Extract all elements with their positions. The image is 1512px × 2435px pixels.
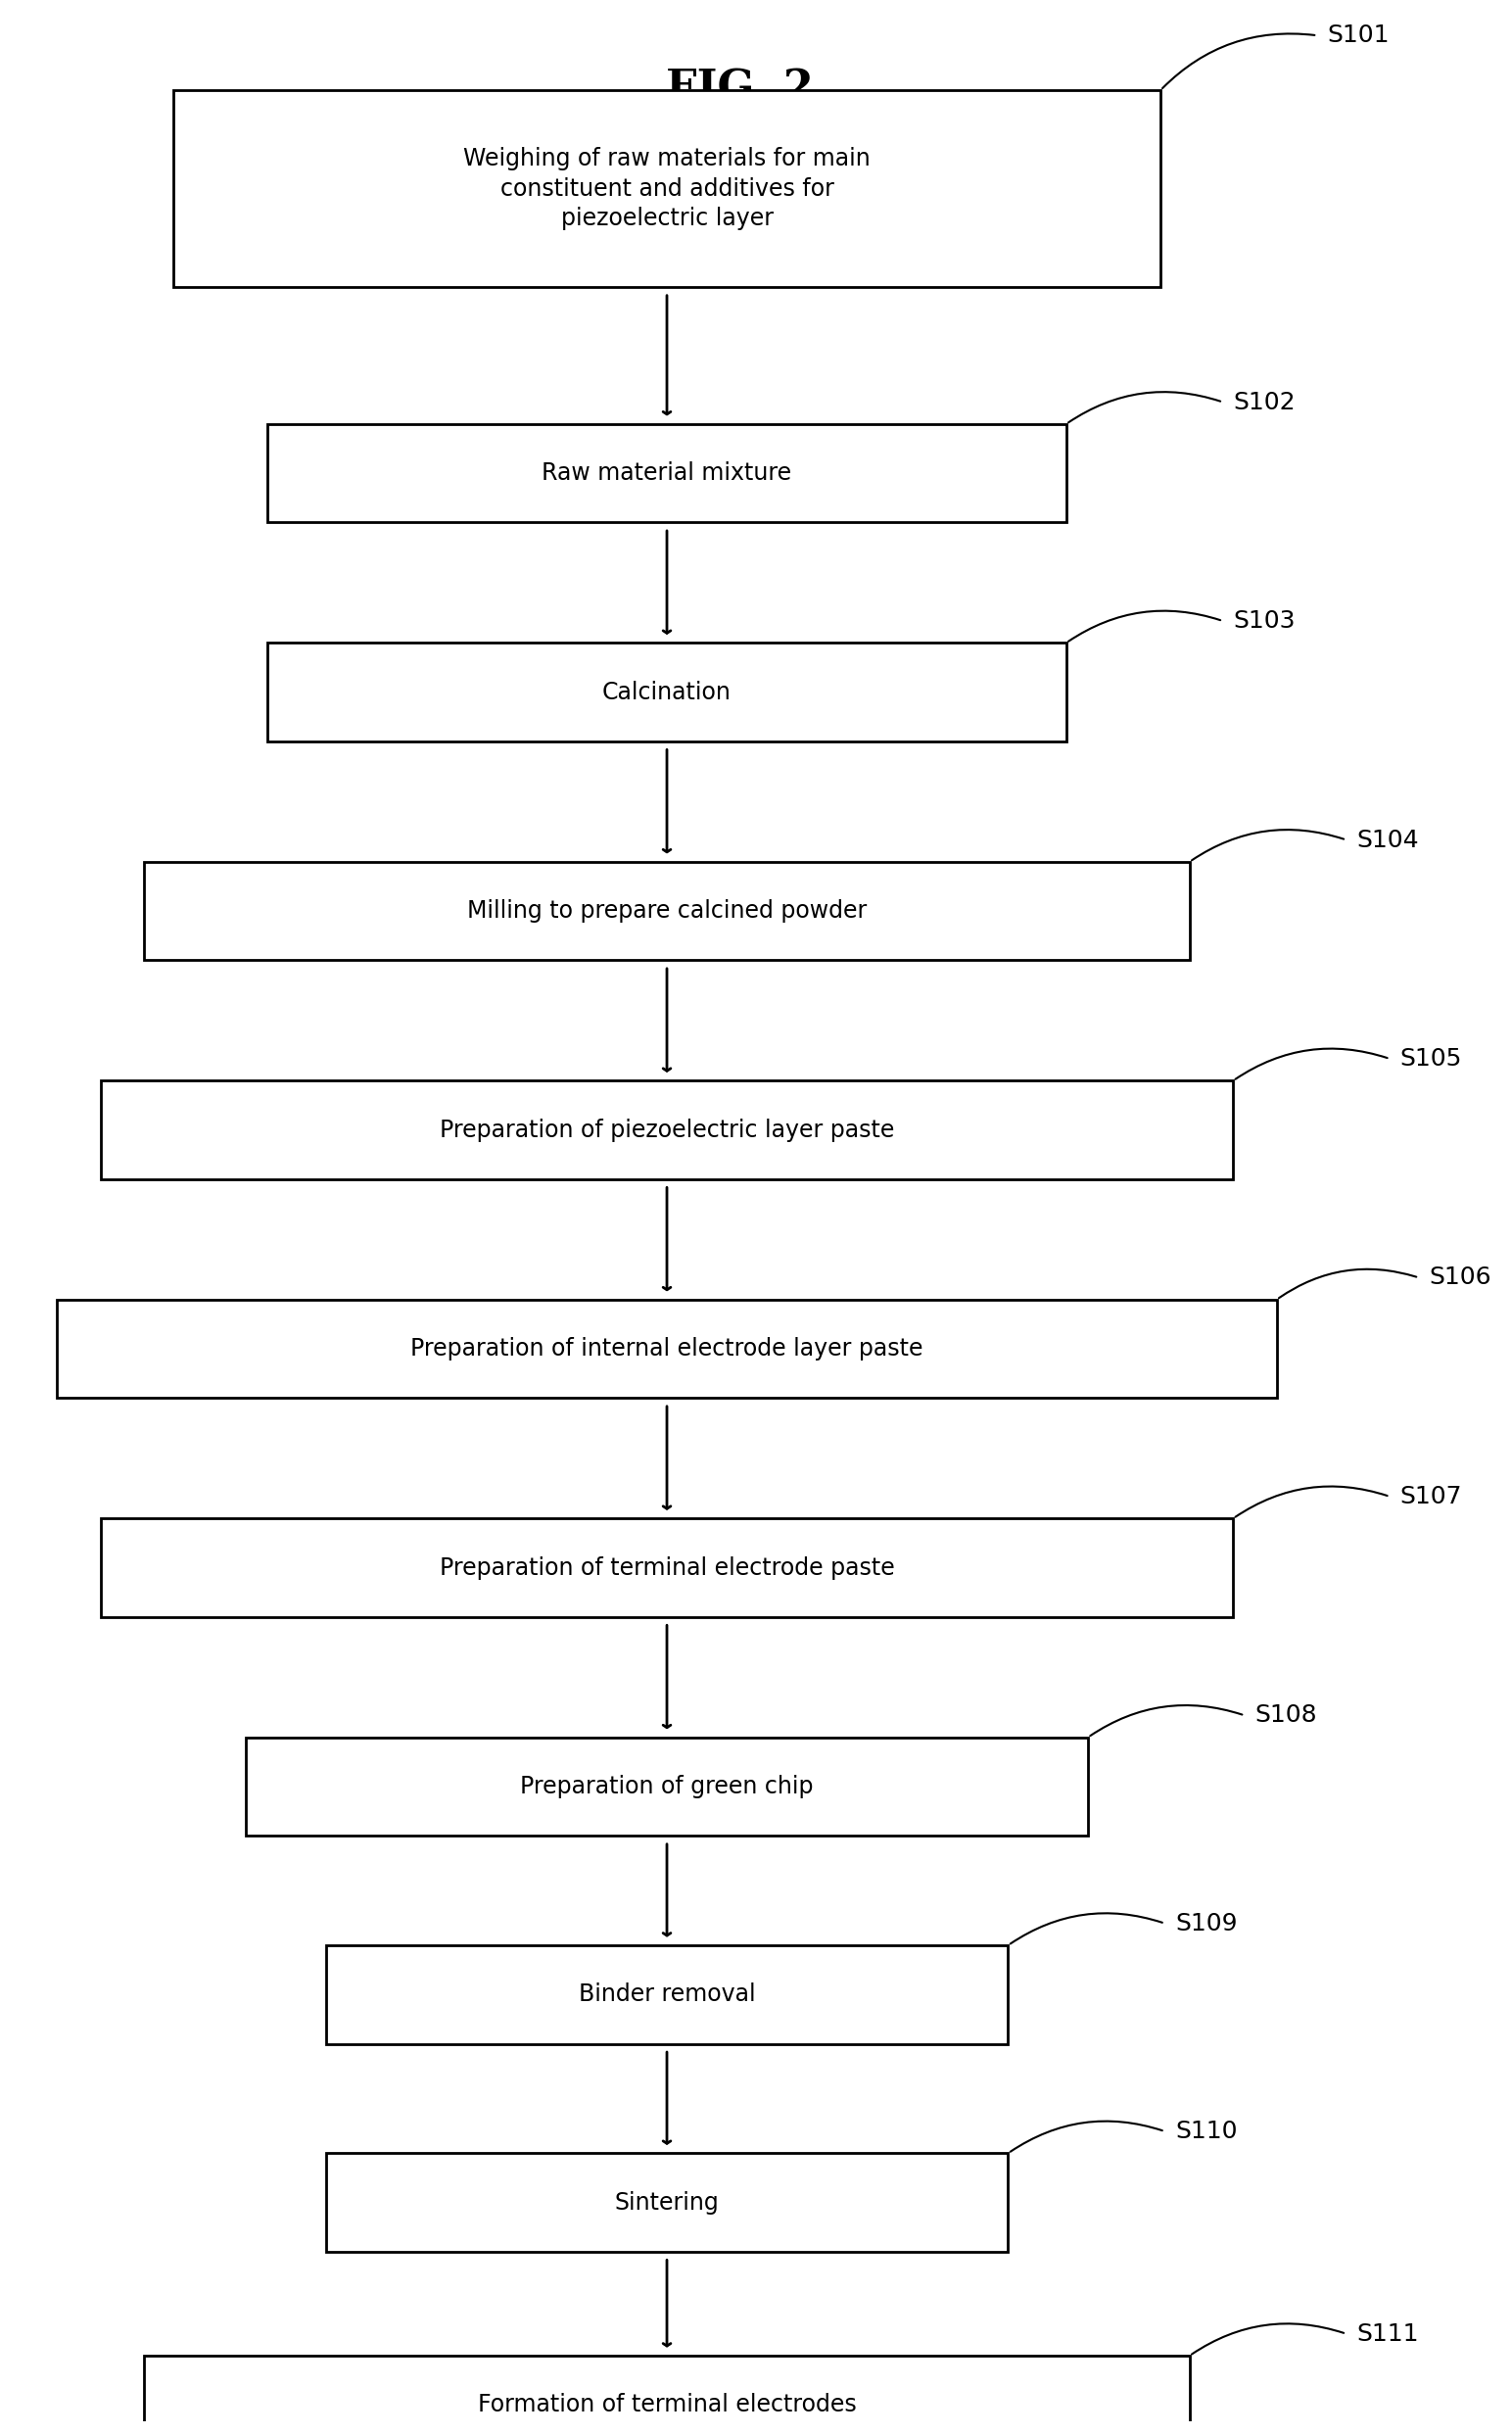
Text: S108: S108 <box>1255 1704 1317 1726</box>
Text: Sintering: Sintering <box>615 2192 720 2213</box>
Text: S111: S111 <box>1356 2323 1418 2345</box>
Text: Weighing of raw materials for main
constituent and additives for
piezoelectric l: Weighing of raw materials for main const… <box>463 146 871 231</box>
Bar <box>101 1519 1234 1617</box>
Text: Preparation of terminal electrode paste: Preparation of terminal electrode paste <box>440 1556 895 1580</box>
Bar <box>325 1946 1009 2043</box>
Bar <box>246 1736 1089 1836</box>
Text: S106: S106 <box>1429 1266 1491 1291</box>
Text: Preparation of internal electrode layer paste: Preparation of internal electrode layer … <box>411 1337 924 1361</box>
Text: Preparation of piezoelectric layer paste: Preparation of piezoelectric layer paste <box>440 1118 894 1142</box>
Bar <box>144 862 1190 959</box>
Text: S105: S105 <box>1400 1047 1462 1071</box>
Text: Binder removal: Binder removal <box>579 1982 756 2006</box>
Text: S110: S110 <box>1175 2118 1237 2143</box>
Text: Milling to prepare calcined powder: Milling to prepare calcined powder <box>467 899 866 923</box>
Text: Preparation of green chip: Preparation of green chip <box>520 1775 813 1799</box>
Text: FIG. 2: FIG. 2 <box>665 68 813 110</box>
Bar <box>57 1300 1276 1398</box>
Text: S103: S103 <box>1234 609 1296 633</box>
Text: S107: S107 <box>1400 1485 1462 1507</box>
Bar <box>101 1081 1234 1179</box>
Bar <box>174 90 1161 287</box>
Text: S102: S102 <box>1234 390 1296 414</box>
Bar <box>268 643 1066 740</box>
Text: S101: S101 <box>1328 24 1390 46</box>
Bar <box>144 2355 1190 2435</box>
Text: Calcination: Calcination <box>602 679 732 704</box>
Text: Raw material mixture: Raw material mixture <box>541 463 792 485</box>
Text: S104: S104 <box>1356 828 1418 852</box>
Text: S109: S109 <box>1175 1911 1237 1936</box>
Text: Formation of terminal electrodes: Formation of terminal electrodes <box>478 2394 856 2416</box>
Bar <box>325 2153 1009 2252</box>
Bar <box>268 424 1066 524</box>
